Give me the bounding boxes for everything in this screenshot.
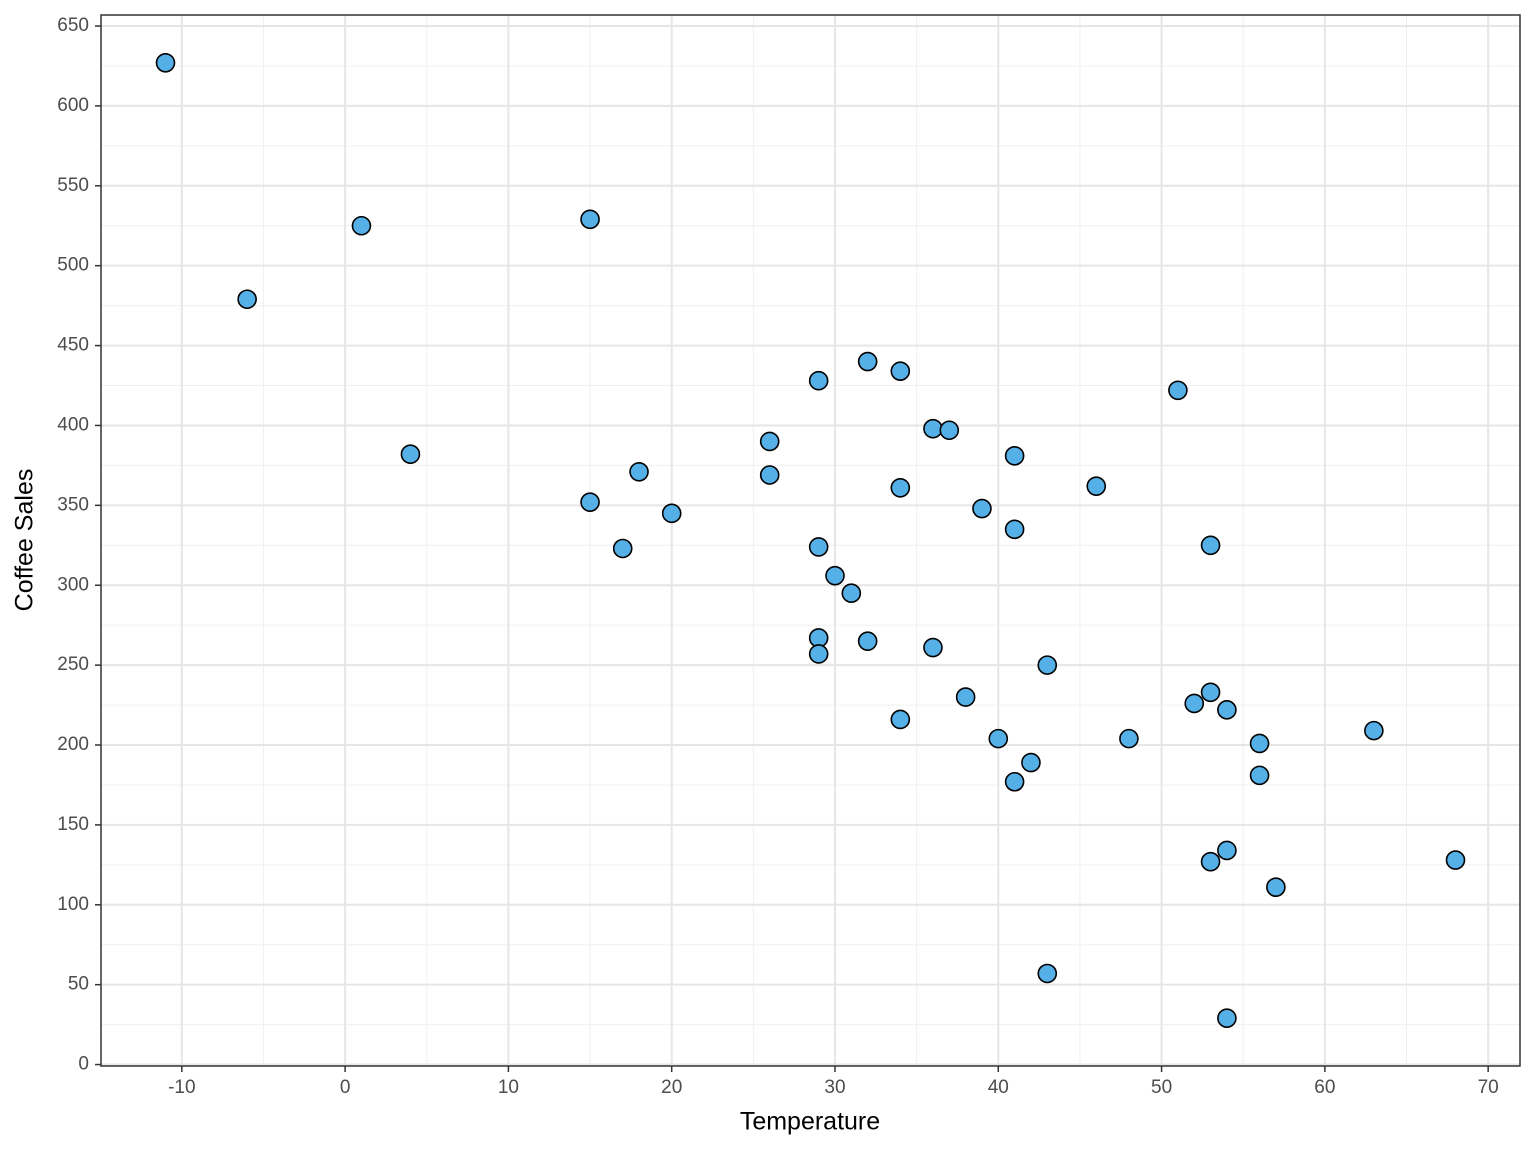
point	[759, 431, 780, 452]
point	[1200, 535, 1221, 556]
point	[237, 289, 257, 310]
point	[1266, 877, 1286, 898]
y-tick-label: 250	[57, 654, 89, 675]
point	[939, 420, 960, 441]
point	[1249, 765, 1270, 786]
x-tick-label: 40	[988, 1077, 1009, 1098]
point	[890, 361, 911, 381]
grid	[101, 15, 1520, 1066]
point	[1168, 380, 1188, 401]
x-tick-label: 70	[1478, 1077, 1499, 1098]
point	[1184, 693, 1205, 714]
y-tick-label: 600	[57, 95, 89, 116]
point	[1021, 752, 1041, 773]
point	[400, 444, 421, 465]
point	[955, 687, 976, 707]
point	[890, 709, 911, 730]
x-tick-label: -10	[168, 1077, 195, 1098]
point	[923, 637, 943, 658]
point	[808, 644, 829, 664]
point	[1445, 850, 1466, 870]
point	[351, 215, 372, 236]
point	[972, 498, 992, 519]
point	[1004, 446, 1025, 466]
point	[825, 565, 845, 586]
point	[988, 728, 1009, 749]
point	[661, 503, 682, 524]
point	[857, 631, 878, 651]
x-axis-title: Temperature	[740, 1108, 880, 1136]
y-tick-label: 0	[78, 1054, 89, 1075]
point	[808, 537, 829, 557]
y-tick-label: 400	[57, 414, 89, 435]
point	[1217, 700, 1237, 720]
point	[1119, 728, 1139, 749]
x-tick-label: 30	[824, 1077, 845, 1098]
y-tick-label: 200	[57, 734, 89, 755]
x-tick-label: 0	[340, 1077, 351, 1098]
y-tick-label: 350	[57, 494, 89, 515]
point	[1249, 733, 1270, 754]
y-tick-label: 650	[57, 15, 89, 36]
point	[759, 465, 780, 485]
y-tick-label: 450	[57, 335, 89, 356]
point	[155, 52, 176, 73]
point	[857, 351, 878, 372]
x-tick-label: 20	[661, 1077, 682, 1098]
y-tick-label: 100	[57, 894, 89, 915]
point	[1200, 682, 1221, 703]
point	[580, 492, 600, 512]
point	[1086, 476, 1107, 496]
point	[1217, 1008, 1237, 1029]
point	[1004, 771, 1025, 792]
panel-border	[100, 14, 1521, 1067]
x-tick-label: 60	[1314, 1077, 1335, 1098]
y-tick-label: 550	[57, 175, 89, 196]
x-tick-label: 10	[498, 1077, 519, 1098]
point	[923, 418, 943, 439]
y-tick-label: 300	[57, 574, 89, 595]
x-tick-label: 50	[1151, 1077, 1172, 1098]
points	[155, 52, 1466, 1029]
point	[612, 538, 633, 559]
point	[1200, 851, 1221, 872]
point	[1004, 519, 1025, 540]
y-tick-label: 500	[57, 255, 89, 276]
point	[1217, 840, 1237, 861]
y-axis-title: Coffee Sales	[11, 469, 39, 612]
y-tick-label: 150	[57, 814, 89, 835]
point	[1037, 655, 1058, 675]
point	[580, 209, 600, 230]
point	[1037, 963, 1058, 984]
axes: -10 0 10 20 30 40 50 60 70 0 50 100 150 200 250 300 350 4…	[57, 15, 1498, 1098]
point	[629, 461, 649, 482]
point	[841, 583, 862, 604]
y-tick-label: 50	[68, 974, 89, 995]
point	[1364, 720, 1384, 741]
point	[808, 370, 829, 391]
point	[890, 477, 911, 498]
